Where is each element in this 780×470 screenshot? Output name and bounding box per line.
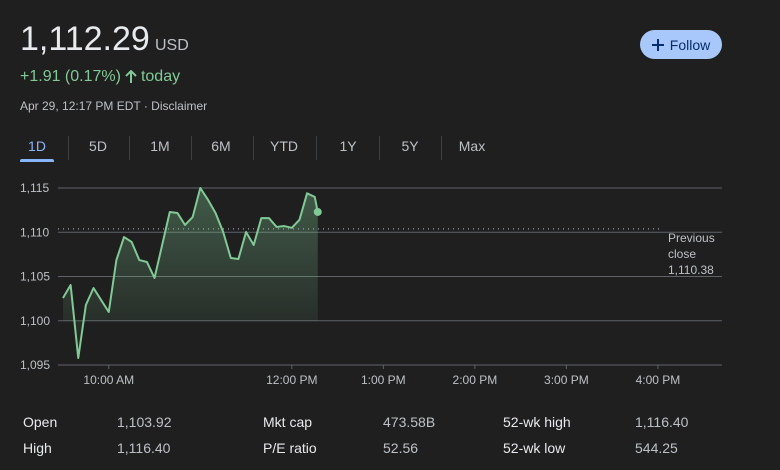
tab[interactable]: 1Y	[339, 138, 357, 154]
tab-separator	[379, 136, 380, 160]
stat-label: 52-wk low	[503, 440, 566, 456]
tab[interactable]: 5D	[89, 138, 107, 154]
currency: USD	[155, 37, 189, 54]
tab-separator	[129, 136, 130, 160]
x-tick-label: 10:00 AM	[83, 373, 134, 387]
tab[interactable]: Max	[458, 138, 486, 154]
previous-close-label: Previous close 1,110.38	[668, 230, 726, 278]
x-tick-label: 12:00 PM	[266, 373, 317, 387]
price: 1,112.29	[20, 20, 150, 58]
tab[interactable]: 1M	[150, 138, 170, 154]
x-tick-label: 3:00 PM	[544, 373, 589, 387]
change: +1.91 (0.17%) today	[20, 68, 180, 86]
stat-label: Mkt cap	[263, 414, 313, 430]
stat-label: Open	[23, 414, 58, 430]
previous-close-value: 1,110.38	[668, 263, 714, 277]
price-line	[62, 187, 319, 360]
y-tick-label: 1,100	[20, 314, 50, 328]
change-period: today	[140, 68, 181, 85]
stat-value: 52.56	[383, 440, 419, 456]
tab-separator	[252, 136, 254, 160]
tab-separator	[67, 136, 69, 160]
tab-separator	[316, 136, 317, 160]
stat-label: P/E ratio	[263, 440, 317, 456]
area-fill	[63, 188, 318, 359]
tab[interactable]: YTD	[270, 138, 298, 154]
current-point	[313, 207, 322, 216]
tab-separator	[190, 136, 192, 160]
tab[interactable]: 1D	[28, 138, 46, 154]
follow-button[interactable]: Follow	[640, 30, 722, 59]
y-tick-label: 1,095	[20, 358, 50, 372]
y-tick-label: 1,115	[20, 181, 49, 195]
y-tick-label: 1,110	[20, 225, 49, 239]
stat-value: 544.25	[635, 440, 678, 456]
x-tick-label: 2:00 PM	[453, 373, 498, 387]
tab[interactable]: 5Y	[401, 138, 419, 154]
previous-close-title: Previous close	[668, 231, 715, 261]
stat-value: 1,103.92	[117, 414, 172, 430]
tab-underline	[20, 159, 54, 162]
change-value: +1.91 (0.17%)	[20, 68, 121, 85]
follow-label: Follow	[669, 36, 711, 53]
x-tick-label: 1:00 PM	[361, 373, 406, 387]
tab[interactable]: 6M	[211, 138, 231, 154]
stat-label: High	[23, 440, 52, 456]
stat-value: 1,116.40	[635, 414, 689, 430]
tab-separator	[441, 136, 442, 160]
stat-value: 1,116.40	[117, 440, 171, 456]
x-tick-label: 4:00 PM	[636, 373, 681, 387]
stat-value: 473.58B	[383, 414, 436, 430]
y-tick-label: 1,105	[20, 270, 50, 284]
up-arrow	[125, 70, 137, 83]
timestamp: Apr 29, 12:17 PM EDT · Disclaimer	[20, 99, 208, 113]
stat-label: 52-wk high	[503, 414, 571, 430]
plus-icon	[651, 38, 664, 51]
